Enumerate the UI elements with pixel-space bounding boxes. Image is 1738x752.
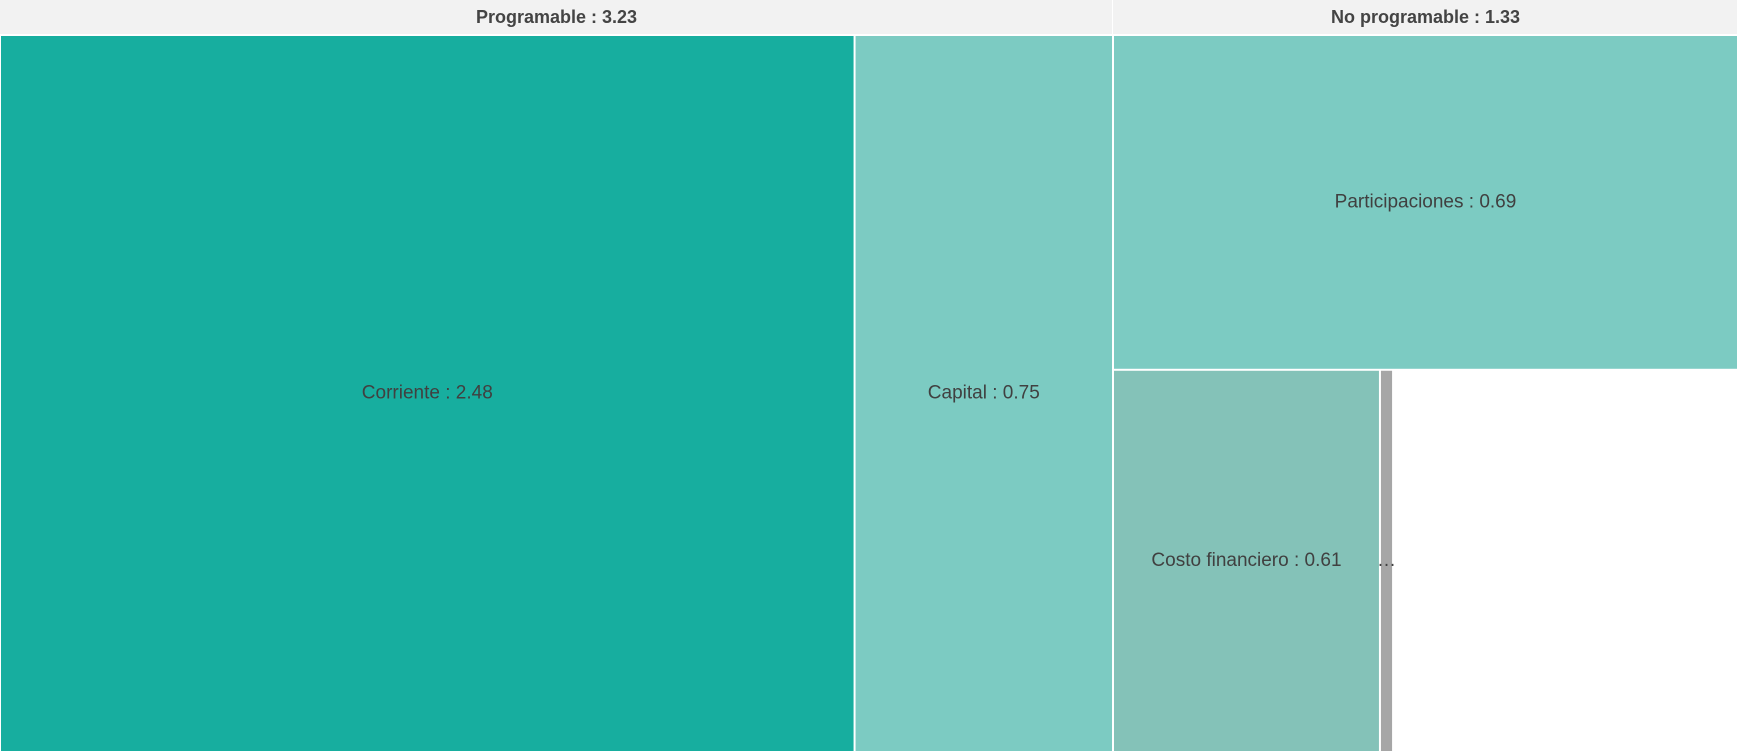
tile-label: Capital : 0.75 [928, 383, 1040, 404]
tile [855, 36, 1112, 751]
group-label: No programable : 1.33 [1331, 7, 1520, 27]
group-header [1113, 0, 1737, 34]
tile [1114, 370, 1379, 751]
tile-label: Corriente : 2.48 [362, 383, 493, 404]
tile-label: … [1377, 550, 1396, 571]
tile [1, 36, 854, 751]
tile [1380, 370, 1393, 751]
group-header [0, 0, 1112, 34]
tile-label: Participaciones : 0.69 [1335, 191, 1517, 212]
tile [1114, 36, 1737, 369]
group-label: Programable : 3.23 [476, 7, 637, 27]
tile-label: Costo financiero : 0.61 [1151, 550, 1341, 571]
